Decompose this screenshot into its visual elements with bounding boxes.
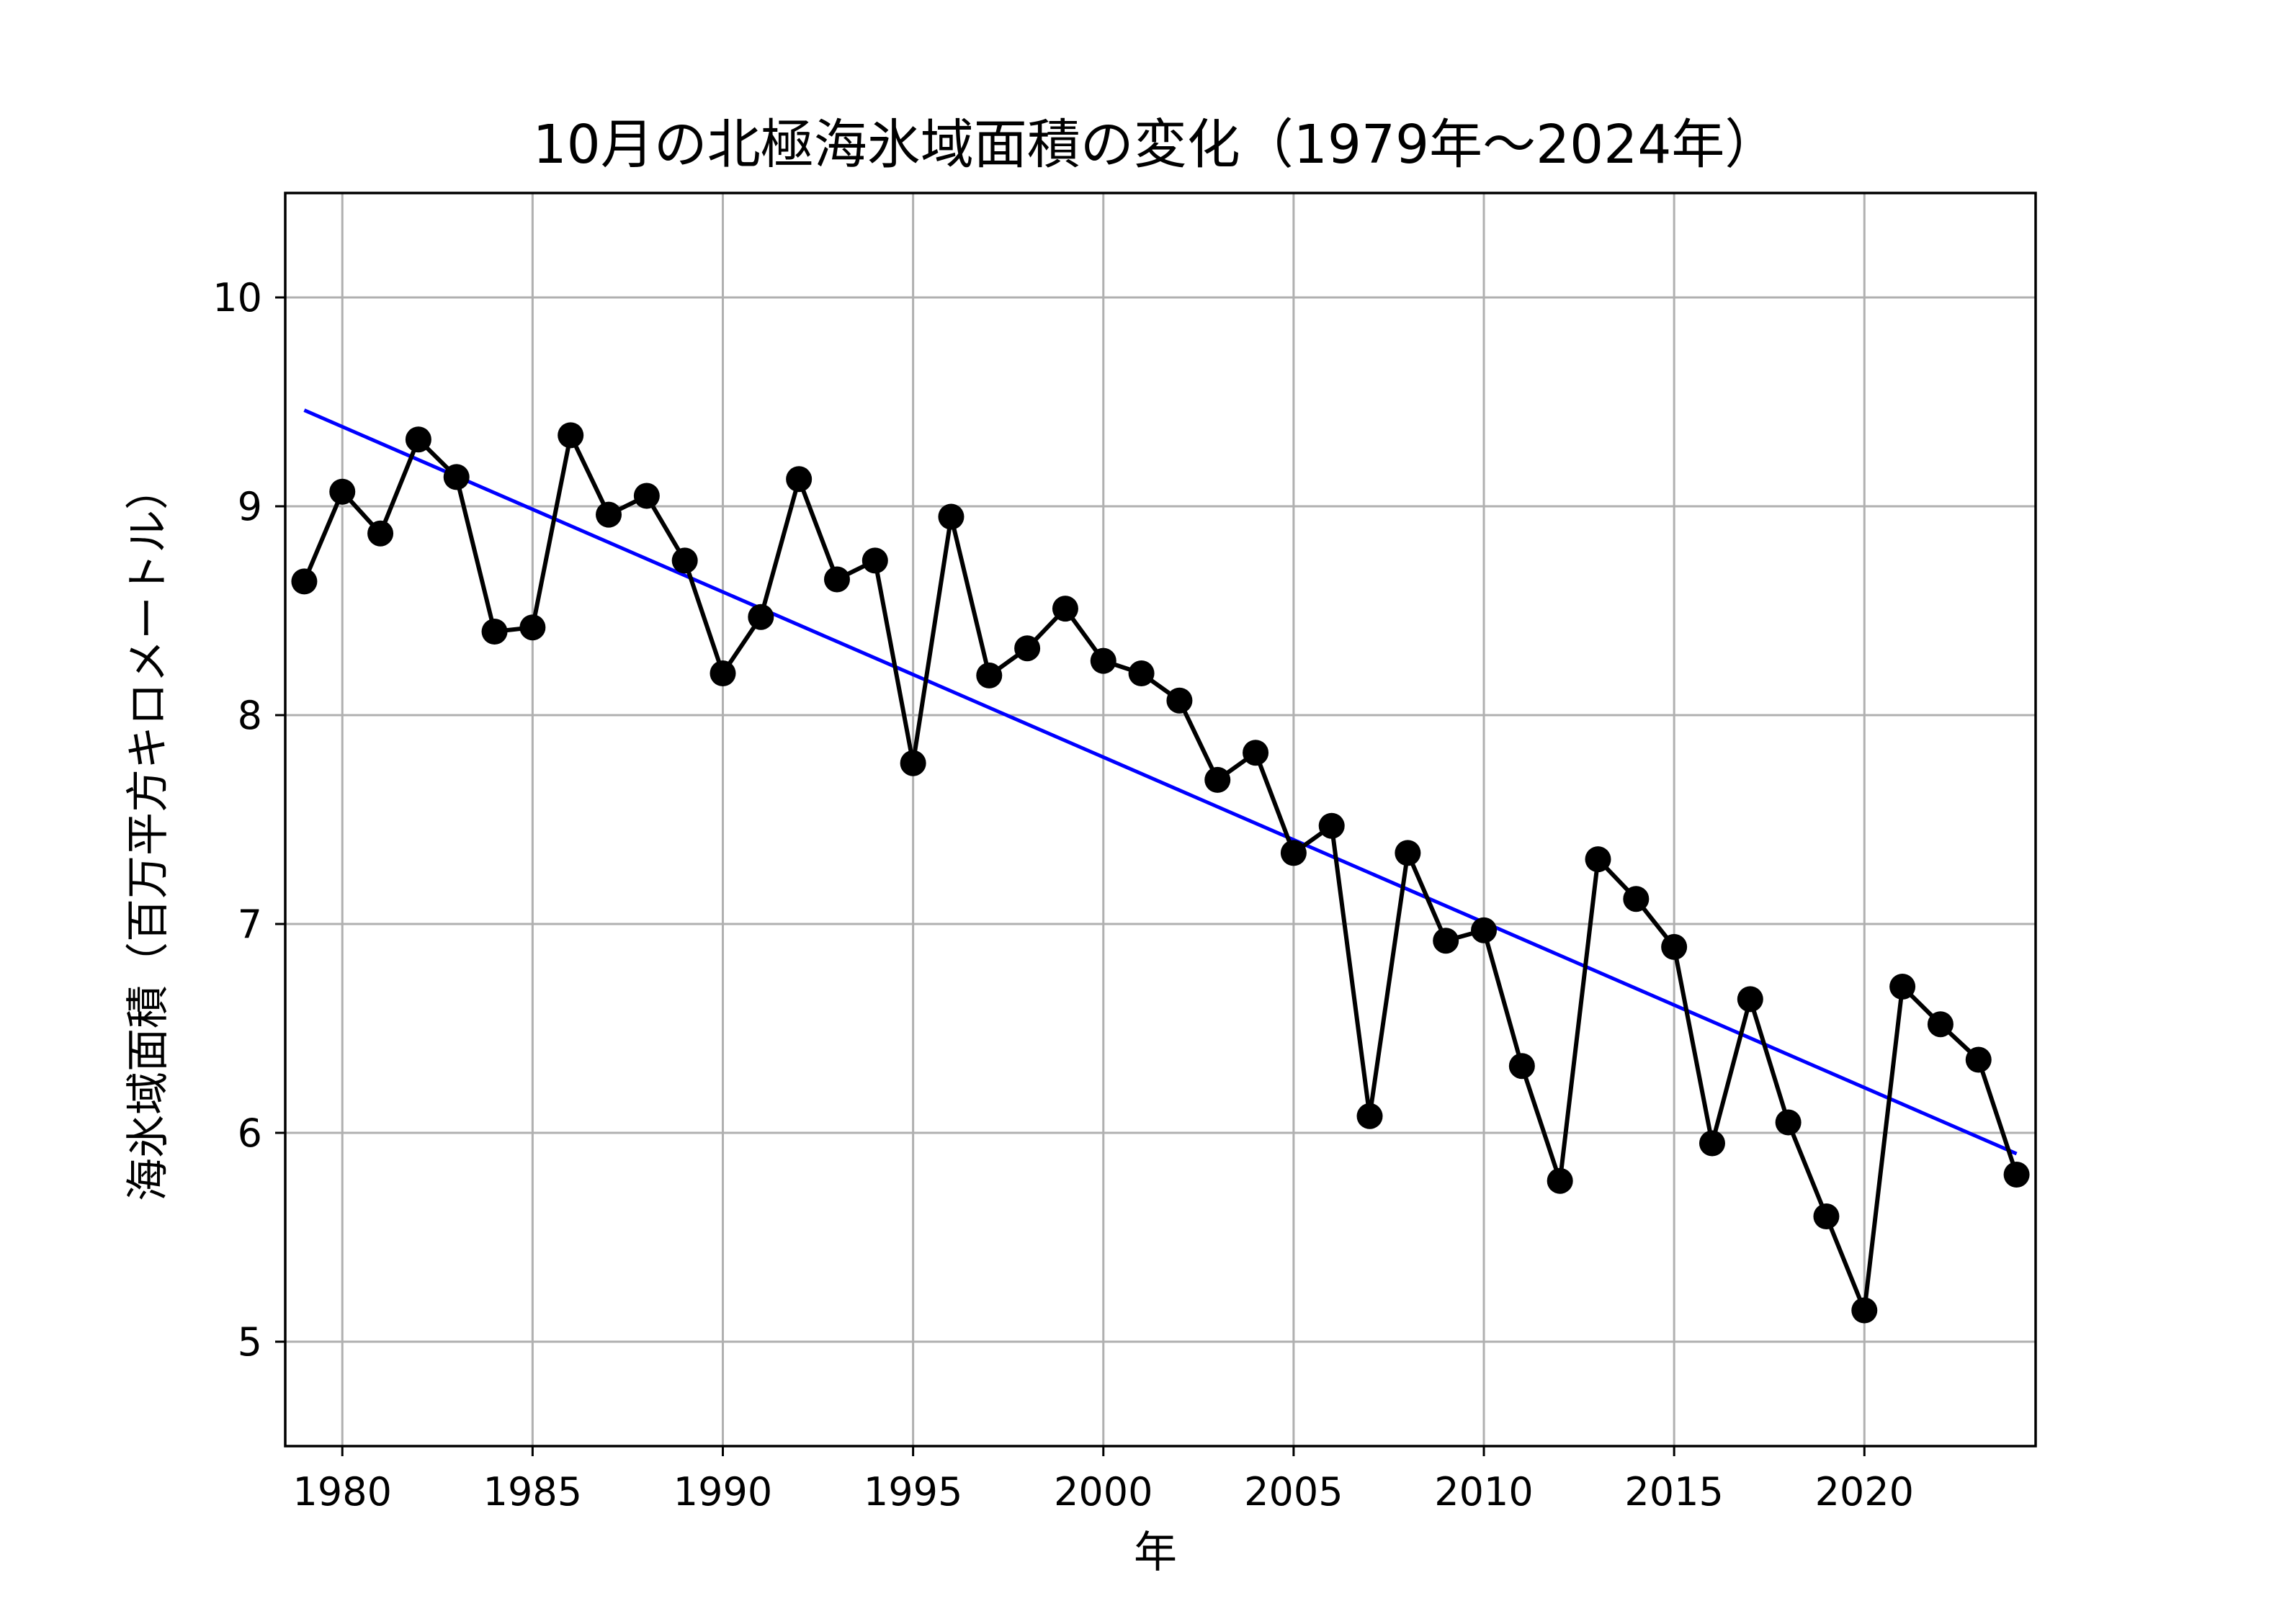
x-tick-label: 2020 [1815, 1469, 1914, 1515]
data-point [1851, 1297, 1878, 1324]
data-point [1927, 1011, 1954, 1038]
x-tick-label: 2000 [1054, 1469, 1153, 1515]
data-point [1585, 846, 1611, 873]
data-point [1471, 917, 1498, 943]
data-point [1280, 840, 1307, 866]
data-point [1395, 840, 1421, 866]
data-point [710, 660, 736, 686]
x-tick-label: 1995 [864, 1469, 962, 1515]
data-point [1661, 933, 1688, 960]
data-point [1243, 740, 1269, 766]
x-tick-label: 2015 [1624, 1469, 1723, 1515]
data-point [1433, 928, 1459, 954]
data-point [405, 426, 431, 453]
data-point [1965, 1046, 1992, 1073]
data-point [1508, 1053, 1535, 1080]
data-point [1318, 812, 1345, 839]
grid-lines [285, 193, 2036, 1446]
data-point [938, 503, 965, 530]
data-point [671, 547, 698, 574]
y-tick-label: 9 [238, 484, 262, 529]
data-point [329, 478, 356, 505]
data-point [861, 547, 888, 574]
axes: 1980 1985 1990 1995 2000 2005 2010 2015 2020 5 6 7 8… [212, 192, 2037, 1515]
data-series-layer [291, 422, 2030, 1324]
data-point [823, 566, 850, 593]
y-tick-label: 8 [238, 693, 262, 738]
y-tick-label: 5 [238, 1319, 262, 1365]
data-point [1204, 766, 1231, 793]
data-point [596, 501, 622, 528]
data-point [519, 614, 546, 641]
data-point [291, 568, 318, 595]
data-point [1128, 660, 1155, 686]
data-point [1623, 886, 1650, 912]
y-axis-label: 海氷域面積（百万平方キロメートル） [123, 467, 174, 1201]
data-point [1547, 1167, 1573, 1194]
data-point [443, 464, 470, 490]
chart-title: 10月の北極海氷域面積の変化（1979年～2024年） [533, 114, 1778, 176]
data-point [976, 662, 1003, 688]
data-point [481, 619, 508, 645]
x-axis-label: 年 [1134, 1527, 1177, 1578]
y-tick-label: 7 [238, 902, 262, 947]
x-tick-label: 2010 [1434, 1469, 1533, 1515]
data-point [900, 750, 926, 776]
data-point [2003, 1162, 2030, 1188]
x-tick-label: 2005 [1244, 1469, 1343, 1515]
data-point [1699, 1130, 1725, 1157]
x-tick-label: 1980 [293, 1469, 392, 1515]
data-point [1052, 596, 1078, 622]
data-point [1090, 647, 1116, 674]
data-point [1889, 974, 1916, 1000]
y-tick-label: 6 [238, 1111, 262, 1156]
data-point [748, 604, 774, 630]
data-point [786, 466, 813, 493]
data-point [1737, 986, 1763, 1013]
data-point [1356, 1103, 1383, 1129]
data-point [1813, 1203, 1840, 1229]
x-tick-label: 1985 [483, 1469, 582, 1515]
trend-line [303, 408, 2018, 1156]
plot-frame [284, 192, 2037, 1448]
data-point [1166, 687, 1193, 714]
y-tick-label: 10 [212, 275, 262, 320]
data-point [1014, 635, 1041, 662]
x-tick-label: 1990 [673, 1469, 772, 1515]
data-point [633, 483, 660, 509]
data-point [367, 520, 394, 547]
data-point [1775, 1109, 1802, 1136]
data-point [558, 422, 584, 449]
series-line [302, 433, 2019, 1313]
trend-line-layer [303, 408, 2018, 1156]
